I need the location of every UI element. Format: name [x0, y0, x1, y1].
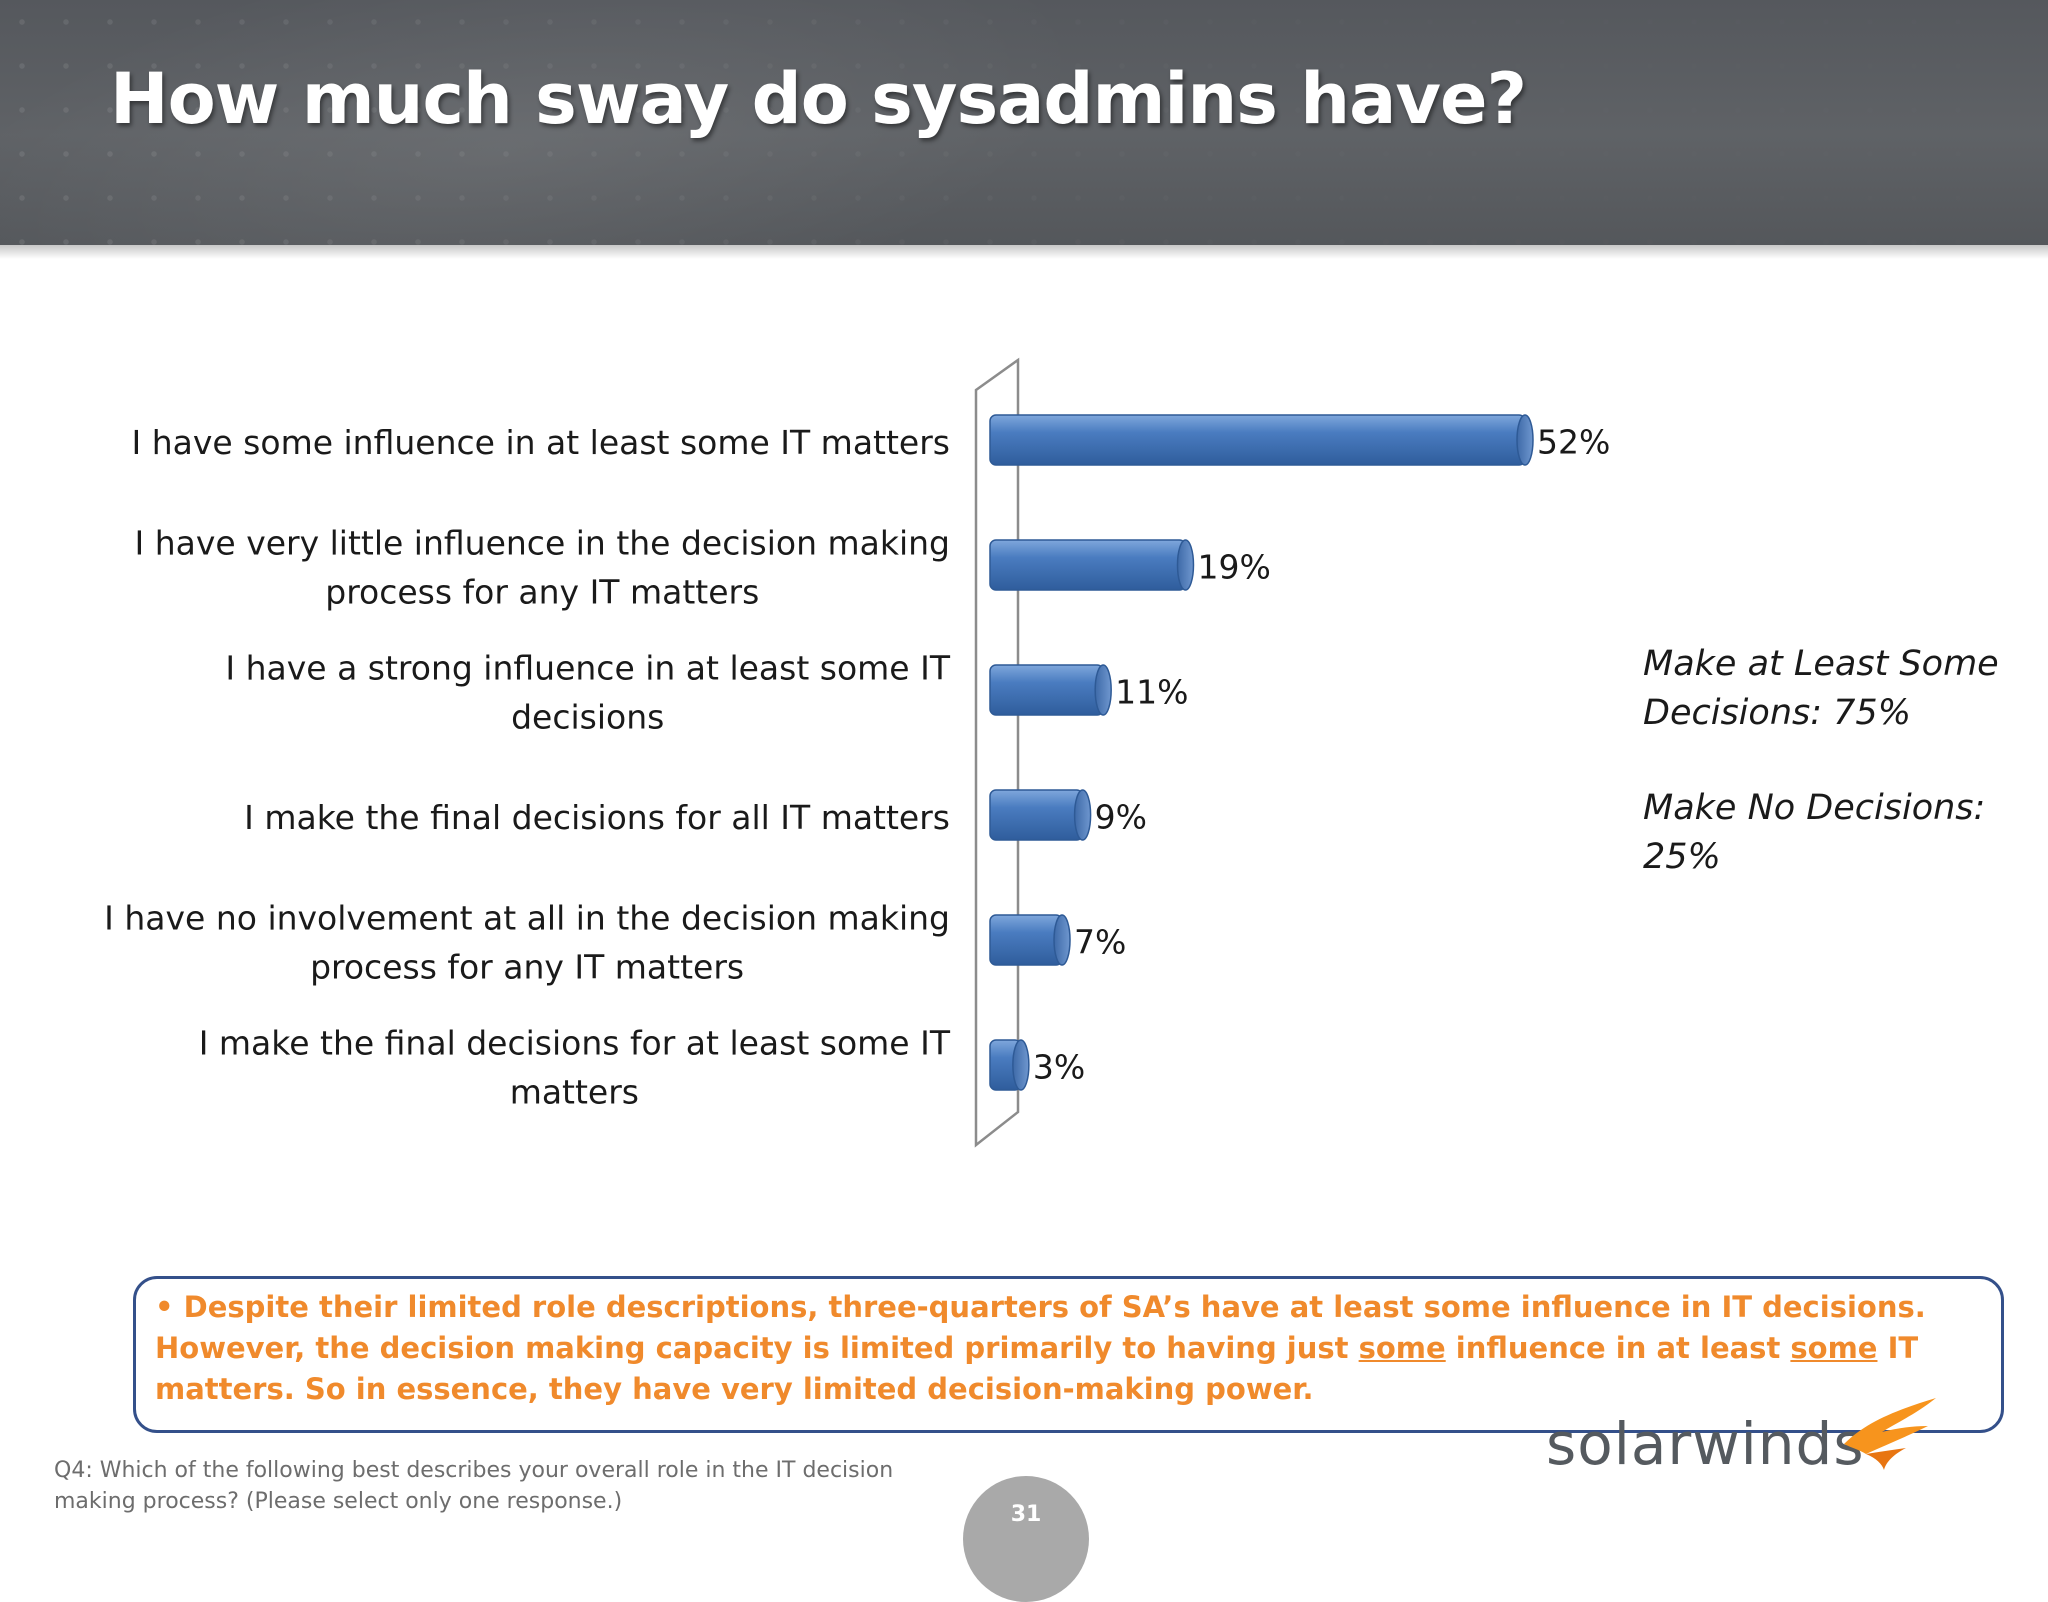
callout-bullet: •: [155, 1290, 174, 1324]
category-label-line: I make the final decisions for at least …: [199, 1024, 951, 1063]
bar-1: [989, 414, 1534, 466]
category-label: I make the final decisions for at least …: [199, 1024, 951, 1112]
solarwinds-bird-icon: [1844, 1398, 1936, 1470]
category-label: I have no involvement at all in the deci…: [104, 899, 950, 987]
banner-dot-pattern: [0, 0, 2048, 245]
value-label: 7%: [1074, 923, 1126, 962]
value-label: 19%: [1197, 548, 1270, 587]
category-label-line: I have no involvement at all in the deci…: [104, 899, 950, 938]
bar-body: [989, 414, 1526, 466]
category-label-line: matters: [510, 1073, 639, 1112]
survey-question-footnote: Q4: Which of the following best describe…: [54, 1458, 894, 1514]
value-label: 52%: [1537, 423, 1610, 462]
page-number: 31: [1010, 1502, 1042, 1527]
category-label: I have a strong influence in at least so…: [225, 649, 950, 737]
bar-body: [989, 539, 1187, 591]
callout-underline-1: some: [1358, 1331, 1446, 1365]
bar-end-cap: [1094, 664, 1112, 716]
summary-no-decisions: Make No Decisions: 25%: [1643, 788, 1986, 877]
value-label: 3%: [1033, 1048, 1085, 1087]
category-label-line: decisions: [511, 698, 664, 737]
bar-6: [989, 1039, 1030, 1091]
bar-3: [989, 664, 1112, 716]
category-label: I have very little influence in the deci…: [135, 524, 950, 612]
bar-end-cap: [1516, 414, 1534, 466]
category-label-line: I have very little influence in the deci…: [135, 524, 950, 563]
chart-axis-wall: [974, 357, 1020, 1148]
value-label: 11%: [1115, 673, 1188, 712]
solarwinds-logo: solarwinds: [1546, 1392, 1946, 1502]
title-banner: How much sway do sysadmins have?: [0, 0, 2048, 245]
bar-end-cap: [1012, 1039, 1030, 1091]
value-label: 9%: [1095, 798, 1147, 837]
logo-wordmark: solarwinds: [1546, 1410, 1865, 1478]
category-label-line: process for any IT matters: [310, 948, 744, 987]
category-label-line: I have a strong influence in at least so…: [225, 649, 950, 688]
bar-body: [989, 914, 1063, 966]
slide-title: How much sway do sysadmins have?: [110, 58, 1527, 140]
banner-shadow: [0, 245, 2048, 259]
category-label: I make the final decisions for all IT ma…: [244, 798, 950, 837]
category-label-line: I make the final decisions for all IT ma…: [244, 798, 950, 837]
bar-2: [989, 539, 1195, 591]
category-label: I have some influence in at least some I…: [132, 423, 951, 462]
callout-text-b: influence in at least: [1445, 1331, 1791, 1365]
bar-body: [989, 789, 1084, 841]
bar-end-cap: [1176, 539, 1195, 591]
bar-5: [989, 914, 1071, 966]
summary-some-decisions: Make at Least Some Decisions: 75%: [1643, 644, 1999, 733]
bar-end-cap: [1053, 914, 1071, 966]
summary-box: Make at Least Some Decisions: 75% Make N…: [1643, 640, 2023, 928]
callout-underline-2: some: [1790, 1331, 1878, 1365]
page-number-badge: 31: [963, 1476, 1089, 1602]
bar-4: [989, 789, 1092, 841]
category-label-line: I have some influence in at least some I…: [132, 423, 951, 462]
bar-end-cap: [1073, 789, 1092, 841]
category-label-line: process for any IT matters: [325, 573, 759, 612]
bar-chart: 52% I have some influence in at least som…: [104, 357, 1610, 1148]
key-finding-callout: • Despite their limited role description…: [133, 1276, 2004, 1433]
callout-text-c: IT matters. So in essence, they have ver…: [155, 1331, 1919, 1406]
bar-body: [989, 664, 1104, 716]
callout-text-a: Despite their limited role descriptions,…: [155, 1290, 1926, 1365]
